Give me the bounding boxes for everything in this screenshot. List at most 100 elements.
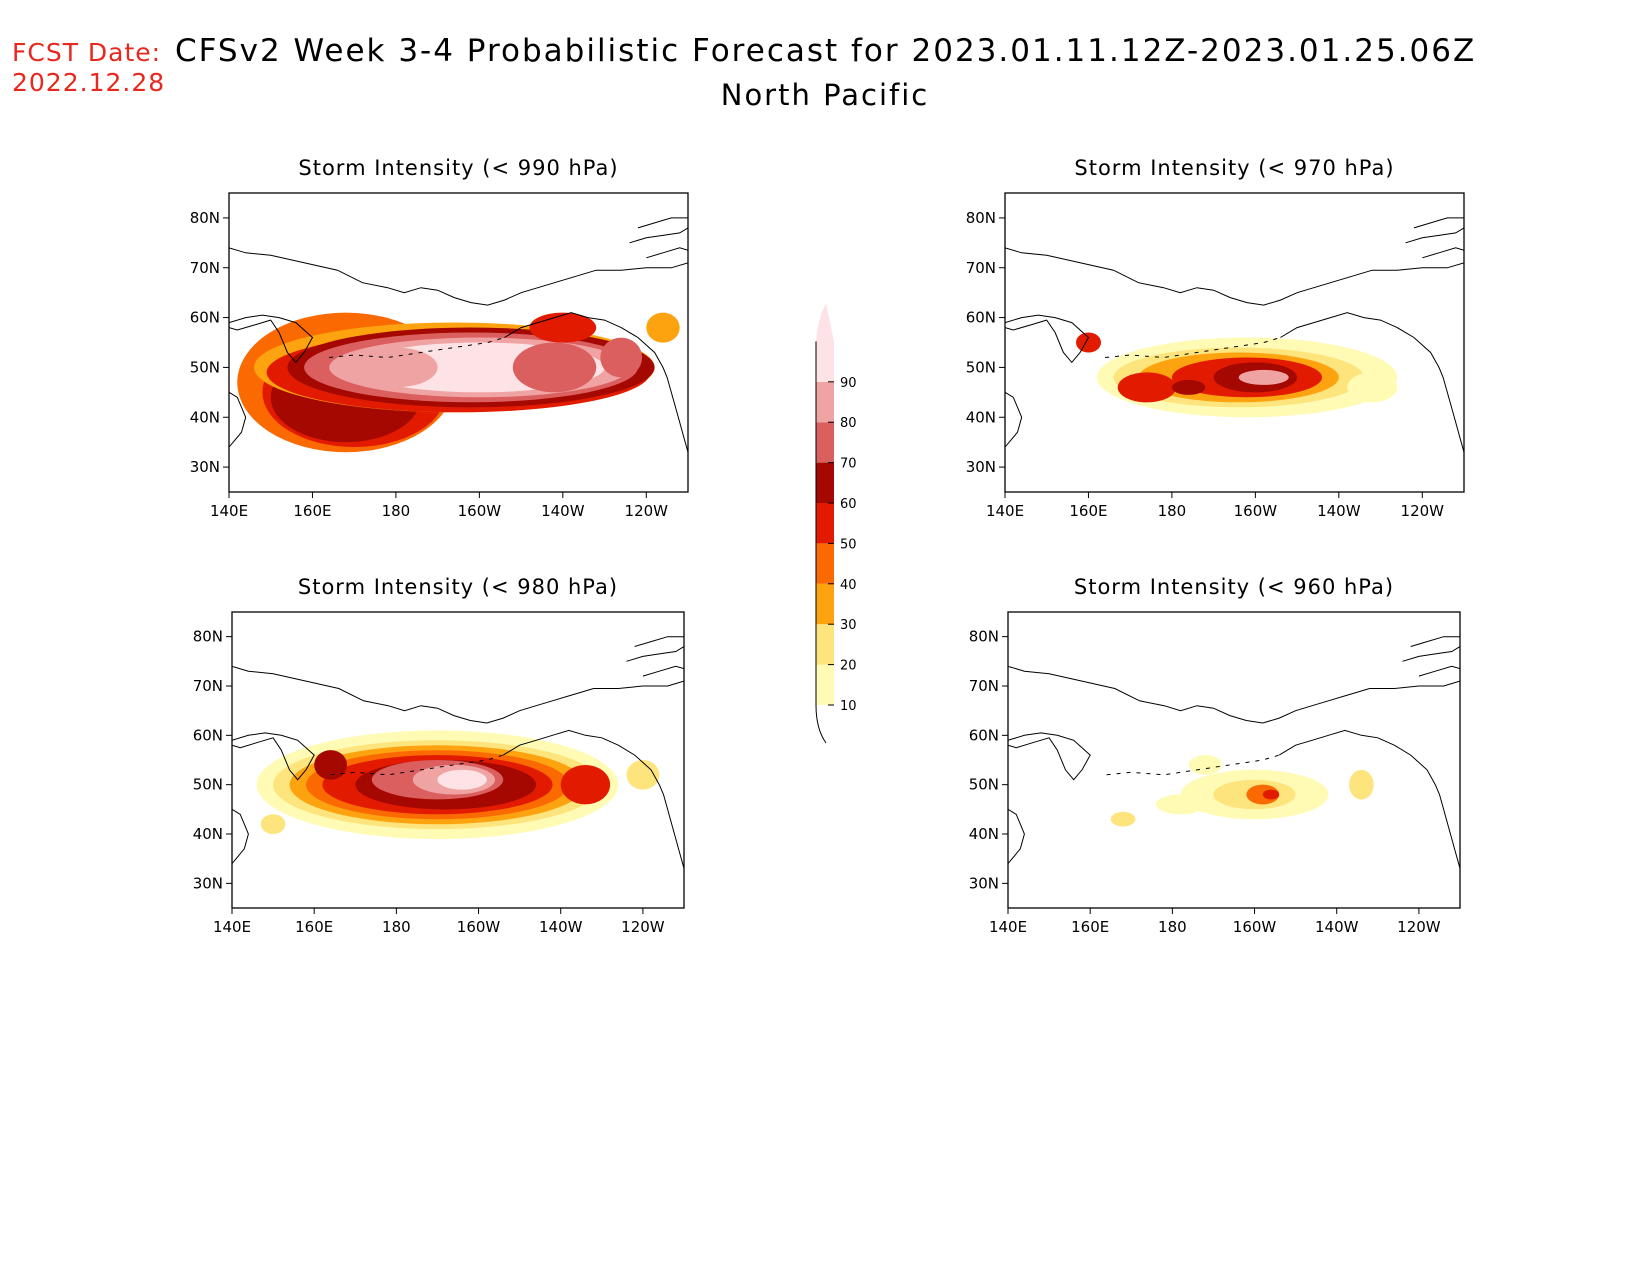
lon-tick-label: 140W (1317, 502, 1361, 520)
lon-tick-label: 120W (1401, 502, 1445, 520)
colorbar-swatch (816, 543, 834, 584)
lat-tick-label: 40N (969, 825, 999, 843)
lat-tick-label: 70N (969, 677, 999, 695)
colorbar-label: 60 (840, 497, 857, 512)
probability-contour (1188, 755, 1222, 775)
lon-tick-label: 160E (293, 502, 331, 520)
coastline (634, 636, 684, 647)
lon-tick-label: 180 (1158, 502, 1187, 520)
colorbar-swatch (816, 503, 834, 544)
coastline (229, 391, 247, 448)
lon-tick-label: 160W (1234, 502, 1278, 520)
coastline (1105, 337, 1281, 359)
map-990hpa: Storm Intensity (< 990 hPa) 80N 70N 60N 50N 4… (190, 156, 689, 520)
colorbar-label: 20 (840, 659, 857, 674)
lat-tick-label: 30N (193, 874, 223, 892)
coastline (502, 729, 684, 879)
lon-tick-label: 140W (541, 502, 585, 520)
lat-tick-label: 60N (966, 309, 996, 327)
lat-tick-label: 40N (190, 408, 220, 426)
forecast-date-value: 2022.12.28 (12, 68, 166, 97)
lon-tick-label: 160E (1069, 502, 1107, 520)
probability-contour (1110, 811, 1136, 827)
colorbar-label: 10 (840, 699, 857, 714)
coastline (642, 665, 684, 677)
probability-contour (1262, 789, 1280, 800)
panel-title: Storm Intensity (< 960 hPa) (1074, 575, 1394, 599)
lat-tick-label: 40N (966, 408, 996, 426)
lon-tick-label: 160W (1233, 918, 1277, 936)
coastline (232, 808, 249, 864)
colorbar-swatch (816, 462, 834, 503)
coastline (1280, 312, 1464, 463)
probability-contour (314, 750, 347, 780)
lat-tick-label: 30N (969, 874, 999, 892)
probability-contour (512, 342, 597, 393)
coastline (1008, 808, 1025, 864)
lat-tick-label: 40N (193, 825, 223, 843)
panel-title: Storm Intensity (< 980 hPa) (298, 575, 618, 599)
colorbar-label: 80 (840, 416, 857, 431)
forecast-date-label: FCST Date: (12, 38, 162, 67)
lon-tick-label: 180 (382, 918, 411, 936)
colorbar-swatch (816, 664, 834, 705)
probability-contour (354, 347, 438, 388)
colorbar-swatch (816, 303, 834, 382)
coastline (232, 732, 315, 781)
lon-tick-label: 140E (213, 918, 251, 936)
coastline (1410, 636, 1460, 647)
coastline (1005, 247, 1464, 306)
lat-tick-label: 80N (969, 628, 999, 646)
probability-contour (560, 765, 611, 805)
lon-tick-label: 160W (458, 502, 502, 520)
lon-tick-label: 180 (382, 502, 411, 520)
coastline (1008, 732, 1091, 781)
map-980hpa: Storm Intensity (< 980 hPa) 80N 70N 60N 50N 4… (193, 575, 685, 936)
colorbar-label: 70 (840, 457, 857, 472)
lat-tick-label: 80N (190, 209, 220, 227)
lon-tick-label: 140W (539, 918, 583, 936)
coastline (1008, 665, 1460, 724)
colorbar-label: 90 (840, 376, 857, 391)
map-frame (1007, 611, 1461, 909)
lon-tick-label: 160W (457, 918, 501, 936)
lat-tick-label: 60N (969, 726, 999, 744)
lat-tick-label: 70N (193, 677, 223, 695)
lat-tick-label: 50N (969, 776, 999, 794)
coastline (1278, 729, 1460, 879)
probability-contour (1155, 794, 1206, 815)
colorbar-label: 40 (840, 578, 857, 593)
coastline (329, 337, 505, 359)
coastline (504, 312, 688, 463)
lat-tick-label: 60N (190, 309, 220, 327)
colorbar: 10 20 30 40 50 60 70 80 90 (815, 303, 857, 744)
lon-tick-label: 120W (625, 502, 669, 520)
probability-contour (626, 760, 660, 790)
lat-tick-label: 50N (190, 358, 220, 376)
probability-contour (1171, 379, 1206, 395)
lat-tick-label: 70N (190, 259, 220, 277)
coastline (629, 227, 688, 244)
coastline (1005, 391, 1023, 448)
coastline (232, 665, 684, 724)
coastline (1405, 227, 1464, 244)
colorbar-swatch (816, 381, 834, 423)
lat-tick-label: 50N (966, 358, 996, 376)
probability-contour (1238, 369, 1289, 385)
coastline (1413, 217, 1464, 229)
lon-tick-label: 160E (295, 918, 333, 936)
lat-tick-label: 80N (193, 628, 223, 646)
map-frame (1004, 192, 1465, 493)
region-subtitle: North Pacific (720, 78, 930, 112)
coastline (1005, 314, 1090, 364)
lat-tick-label: 60N (193, 726, 223, 744)
colorbar-label: 50 (840, 537, 857, 552)
lon-tick-label: 180 (1158, 918, 1187, 936)
lat-tick-label: 80N (966, 209, 996, 227)
panel-title: Storm Intensity (< 970 hPa) (1074, 156, 1394, 180)
lat-tick-label: 50N (193, 776, 223, 794)
probability-contour (1347, 372, 1398, 403)
coastline (626, 646, 684, 662)
coastline (1402, 646, 1460, 662)
